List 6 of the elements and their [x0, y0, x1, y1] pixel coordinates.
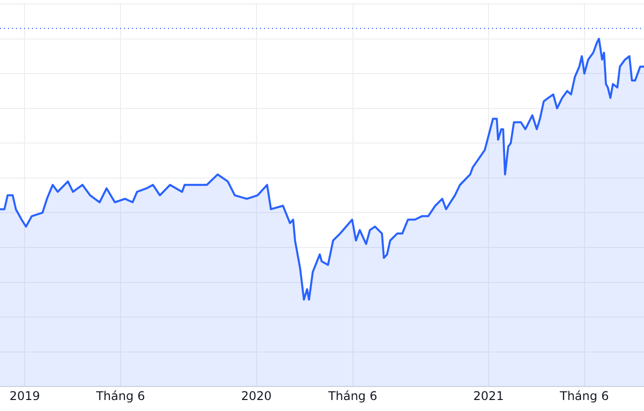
- x-tick-label: 2021: [473, 388, 504, 403]
- x-tick-label: Tháng 6: [327, 388, 378, 403]
- x-tick-label: 2019: [9, 388, 40, 403]
- x-tick-label: 2020: [241, 388, 272, 403]
- x-tick-label: Tháng 6: [95, 388, 146, 403]
- x-tick-label: Tháng 6: [558, 388, 609, 403]
